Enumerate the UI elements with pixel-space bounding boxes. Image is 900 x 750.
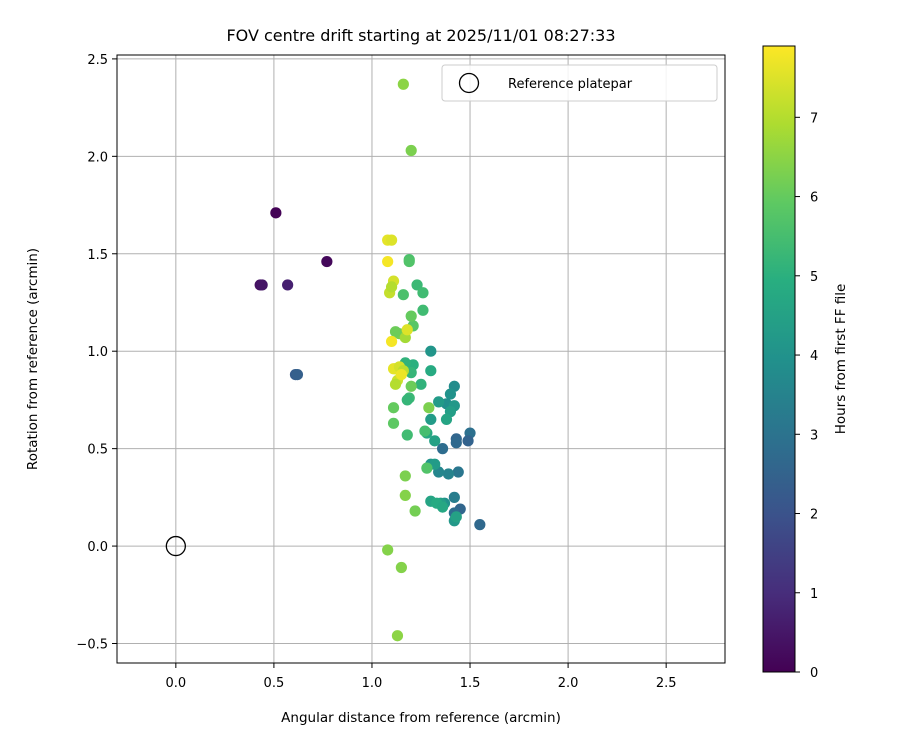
legend-box xyxy=(441,64,718,102)
data-point xyxy=(256,279,268,291)
colorbar-tick-label: 0 xyxy=(810,666,818,681)
data-point xyxy=(397,289,409,301)
data-point xyxy=(401,394,413,406)
data-point xyxy=(391,630,404,642)
data-point xyxy=(433,396,445,408)
data-point xyxy=(321,255,333,268)
x-tick-label: 1.5 xyxy=(460,676,481,691)
colorbar-tick-label: 5 xyxy=(810,270,818,285)
data-point xyxy=(425,413,437,426)
data-point xyxy=(395,561,407,574)
data-point xyxy=(450,511,462,523)
colorbar-label: Hours from first FF file xyxy=(833,284,849,435)
data-point xyxy=(382,544,394,556)
x-axis-ticks: 0.0 0.5 1.0 1.5 2.0 2.5 xyxy=(165,663,677,691)
data-point xyxy=(425,365,437,377)
data-point xyxy=(417,304,429,316)
colorbar-tick-label: 1 xyxy=(810,587,818,602)
data-point xyxy=(399,489,411,502)
x-tick-label: 2.0 xyxy=(558,676,579,691)
colorbar-tick-label: 4 xyxy=(810,349,818,364)
colorbar-tick-label: 2 xyxy=(810,508,818,523)
data-point xyxy=(385,335,398,348)
colorbar: 0 1 2 3 4 5 6 7 Hours from first FF file xyxy=(762,45,849,681)
data-point xyxy=(282,279,294,291)
data-point xyxy=(415,378,427,390)
data-point xyxy=(411,279,423,291)
chart-title: FOV centre drift starting at 2025/11/01 … xyxy=(226,26,615,45)
x-tick-label: 0.0 xyxy=(165,676,186,691)
data-point xyxy=(389,326,402,338)
y-tick-label: 2.5 xyxy=(87,53,108,68)
data-point xyxy=(405,144,417,157)
data-point xyxy=(429,435,441,447)
y-tick-label: 0.5 xyxy=(87,443,108,458)
data-point xyxy=(425,345,437,357)
data-point xyxy=(474,519,486,531)
data-point xyxy=(419,425,431,437)
legend-marker-reference xyxy=(458,72,480,94)
data-point xyxy=(401,429,413,441)
data-point xyxy=(401,324,413,336)
data-point xyxy=(440,413,453,426)
data-point xyxy=(442,468,455,480)
data-point xyxy=(291,368,304,381)
colorbar-tick-label: 3 xyxy=(810,428,818,443)
data-point xyxy=(382,255,394,268)
reference-platepar-marker xyxy=(165,535,186,557)
data-point xyxy=(387,417,400,429)
x-tick-label: 2.5 xyxy=(656,676,677,691)
data-point xyxy=(387,402,400,414)
x-axis-label: Angular distance from reference (arcmin) xyxy=(281,710,561,726)
legend-label-reference-platepar: Reference platepar xyxy=(508,77,633,92)
y-tick-label: −0.5 xyxy=(76,638,108,653)
data-point xyxy=(405,310,417,322)
y-tick-label: 1.0 xyxy=(87,345,108,360)
data-point xyxy=(399,470,411,482)
data-point xyxy=(403,255,415,268)
data-point xyxy=(395,368,407,381)
data-points xyxy=(254,78,486,642)
colorbar-ticks: 0 1 2 3 4 5 6 7 xyxy=(795,111,818,681)
data-point xyxy=(385,281,398,293)
x-tick-label: 1.0 xyxy=(362,676,383,691)
y-axis-ticks: −0.5 0.0 0.5 1.0 1.5 2.0 2.5 xyxy=(76,53,117,653)
data-point xyxy=(423,402,435,414)
data-point xyxy=(452,466,464,478)
data-point xyxy=(450,437,462,449)
colorbar-tick-label: 7 xyxy=(810,111,818,126)
data-point xyxy=(448,491,460,503)
y-tick-label: 2.0 xyxy=(87,150,108,165)
data-point xyxy=(444,388,457,400)
plot-area-frame xyxy=(116,54,726,664)
y-tick-label: 1.5 xyxy=(87,248,108,263)
colorbar-gradient xyxy=(762,45,796,673)
colorbar-tick-label: 6 xyxy=(810,191,818,206)
data-point xyxy=(421,462,433,474)
data-point xyxy=(270,207,282,219)
x-tick-label: 0.5 xyxy=(264,676,285,691)
data-point xyxy=(409,505,421,517)
grid-lines xyxy=(117,55,725,663)
y-axis-label: Rotation from reference (arcmin) xyxy=(25,248,41,470)
data-point xyxy=(389,378,402,390)
data-point xyxy=(397,78,409,90)
data-point xyxy=(385,234,398,246)
data-point xyxy=(405,380,417,392)
data-point xyxy=(436,443,449,455)
data-point xyxy=(462,435,474,447)
data-point xyxy=(436,501,449,513)
data-point xyxy=(417,287,429,299)
legend: Reference platepar xyxy=(441,64,718,102)
y-tick-label: 0.0 xyxy=(87,540,108,555)
